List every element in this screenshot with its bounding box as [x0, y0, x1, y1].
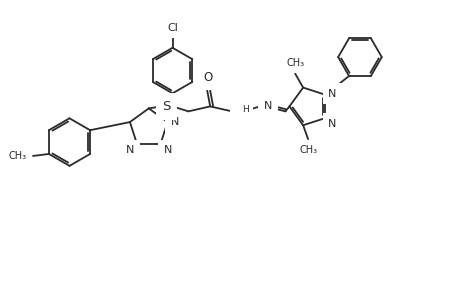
Text: Cl: Cl: [167, 23, 178, 33]
Text: CH₃: CH₃: [285, 58, 303, 68]
Text: CH₃: CH₃: [9, 151, 27, 161]
Text: H: H: [241, 105, 248, 114]
Text: N: N: [170, 117, 179, 127]
Text: N: N: [235, 109, 244, 119]
Text: O: O: [203, 70, 213, 84]
Text: N: N: [163, 145, 171, 155]
Text: N: N: [125, 145, 134, 155]
Text: S: S: [162, 100, 170, 113]
Text: N: N: [328, 119, 336, 129]
Text: CH₃: CH₃: [298, 145, 316, 155]
Text: N: N: [263, 101, 271, 111]
Text: N: N: [328, 89, 336, 99]
